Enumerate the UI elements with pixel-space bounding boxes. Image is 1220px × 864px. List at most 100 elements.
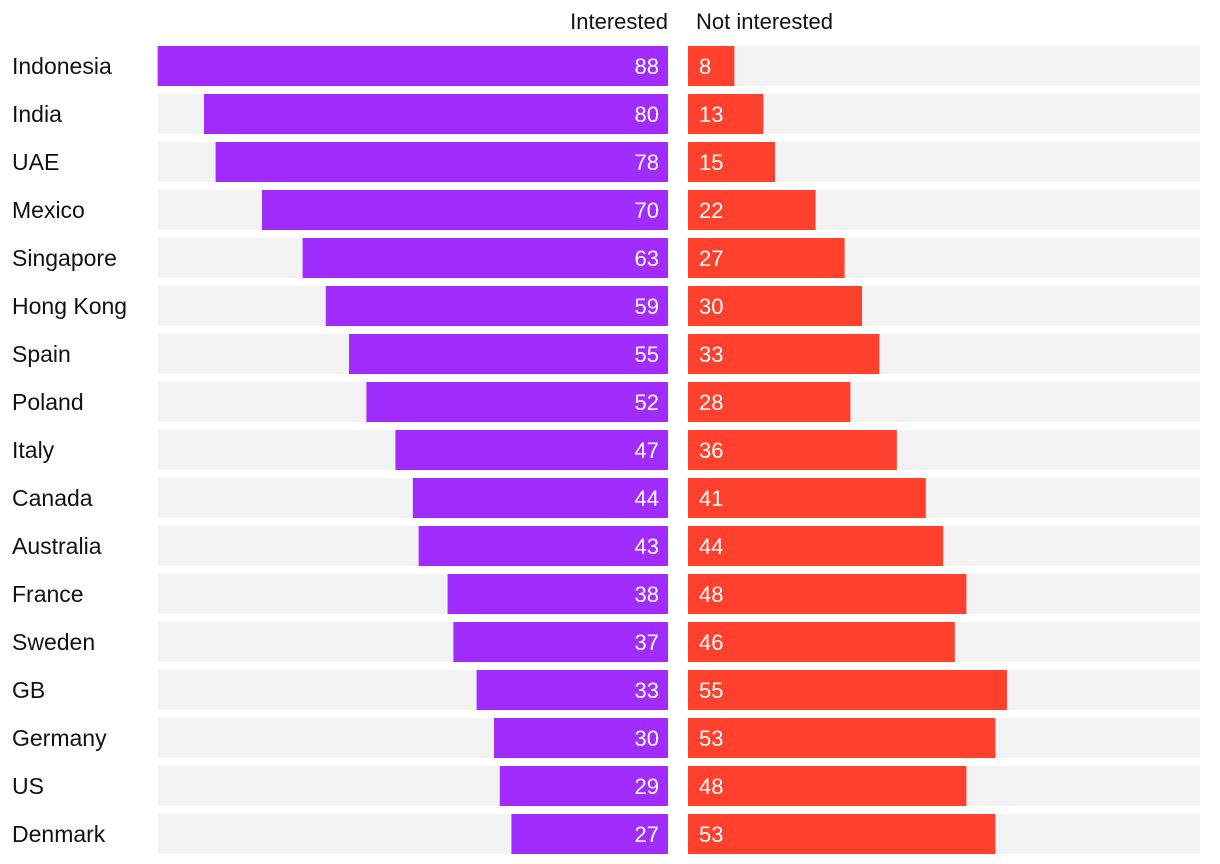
- value-label-interested: 33: [635, 678, 659, 703]
- value-label-interested: 78: [635, 150, 659, 175]
- legend-interested: Interested: [570, 9, 668, 34]
- bar-not-interested: [688, 670, 1007, 710]
- category-label: Canada: [12, 485, 93, 511]
- bar-not-interested: [688, 238, 845, 278]
- category-label: Australia: [12, 533, 102, 559]
- bar-interested: [302, 238, 668, 278]
- value-label-interested: 80: [635, 102, 659, 127]
- chart-row: Italy 47 36: [12, 430, 1200, 470]
- category-label: France: [12, 581, 84, 607]
- value-label-not-interested: 48: [699, 582, 723, 607]
- bar-interested: [476, 670, 668, 710]
- value-label-interested: 37: [635, 630, 659, 655]
- category-label: Poland: [12, 389, 84, 415]
- category-label: GB: [12, 677, 45, 703]
- category-label: Sweden: [12, 629, 95, 655]
- category-label: Italy: [12, 437, 55, 463]
- value-label-interested: 52: [635, 390, 659, 415]
- bar-interested: [204, 94, 668, 134]
- value-label-interested: 59: [635, 294, 659, 319]
- bar-not-interested: [688, 430, 897, 470]
- value-label-interested: 55: [635, 342, 659, 367]
- bar-not-interested: [688, 718, 996, 758]
- value-label-interested: 63: [635, 246, 659, 271]
- value-label-not-interested: 46: [699, 630, 723, 655]
- value-label-not-interested: 48: [699, 774, 723, 799]
- category-label: Mexico: [12, 197, 85, 223]
- chart-row: Sweden 37 46: [12, 622, 1200, 662]
- category-label: US: [12, 773, 44, 799]
- chart-row: Mexico 70 22: [12, 190, 1200, 230]
- bar-not-interested: [688, 142, 775, 182]
- chart-row: France 38 48: [12, 574, 1200, 614]
- value-label-not-interested: 55: [699, 678, 723, 703]
- bar-not-interested: [688, 382, 851, 422]
- chart-row: Germany 30 53: [12, 718, 1200, 758]
- bar-not-interested: [688, 574, 967, 614]
- bar-interested: [447, 574, 668, 614]
- value-label-not-interested: 13: [699, 102, 723, 127]
- value-label-interested: 47: [635, 438, 659, 463]
- value-label-not-interested: 15: [699, 150, 723, 175]
- category-label: Singapore: [12, 245, 117, 271]
- bar-not-interested: [688, 190, 816, 230]
- track-right: [688, 94, 1200, 134]
- chart-row: Hong Kong 59 30: [12, 286, 1200, 326]
- value-label-not-interested: 22: [699, 198, 723, 223]
- value-label-interested: 27: [635, 822, 659, 847]
- track-right: [688, 46, 1200, 86]
- bar-interested: [453, 622, 668, 662]
- bar-interested: [418, 526, 668, 566]
- category-label: Denmark: [12, 821, 106, 847]
- chart-row: Canada 44 41: [12, 478, 1200, 518]
- bar-interested: [215, 142, 668, 182]
- bar-not-interested: [688, 334, 880, 374]
- chart-row: Indonesia 88 8: [12, 46, 1200, 86]
- chart-row: Poland 52 28: [12, 382, 1200, 422]
- chart-row: US 29 48: [12, 766, 1200, 806]
- value-label-not-interested: 30: [699, 294, 723, 319]
- chart-row: India 80 13: [12, 94, 1200, 134]
- value-label-interested: 43: [635, 534, 659, 559]
- value-label-not-interested: 53: [699, 822, 723, 847]
- category-label: Spain: [12, 341, 71, 367]
- value-label-interested: 38: [635, 582, 659, 607]
- chart-row: Spain 55 33: [12, 334, 1200, 374]
- chart-row: Australia 43 44: [12, 526, 1200, 566]
- category-label: Hong Kong: [12, 293, 127, 319]
- bar-not-interested: [688, 94, 764, 134]
- value-label-not-interested: 53: [699, 726, 723, 751]
- bar-not-interested: [688, 622, 955, 662]
- value-label-not-interested: 44: [699, 534, 723, 559]
- value-label-interested: 70: [635, 198, 659, 223]
- chart-row: GB 33 55: [12, 670, 1200, 710]
- bar-interested: [412, 478, 668, 518]
- value-label-not-interested: 36: [699, 438, 723, 463]
- legend-not-interested: Not interested: [696, 9, 833, 34]
- chart-row: Denmark 27 53: [12, 814, 1200, 854]
- bar-interested: [325, 286, 668, 326]
- category-label: UAE: [12, 149, 59, 175]
- bar-interested: [349, 334, 668, 374]
- bar-not-interested: [688, 814, 996, 854]
- value-label-not-interested: 27: [699, 246, 723, 271]
- bar-interested: [366, 382, 668, 422]
- value-label-not-interested: 8: [699, 54, 711, 79]
- bar-not-interested: [688, 526, 944, 566]
- value-label-not-interested: 41: [699, 486, 723, 511]
- category-label: Germany: [12, 725, 107, 751]
- value-label-not-interested: 28: [699, 390, 723, 415]
- chart-row: Singapore 63 27: [12, 238, 1200, 278]
- bar-interested: [511, 814, 668, 854]
- bar-not-interested: [688, 478, 926, 518]
- bar-interested: [262, 190, 668, 230]
- value-label-interested: 44: [635, 486, 659, 511]
- category-label: Indonesia: [12, 53, 112, 79]
- value-label-interested: 30: [635, 726, 659, 751]
- bar-interested: [499, 766, 668, 806]
- chart-row: UAE 78 15: [12, 142, 1200, 182]
- bar-interested: [157, 46, 668, 86]
- bar-not-interested: [688, 766, 967, 806]
- value-label-interested: 88: [635, 54, 659, 79]
